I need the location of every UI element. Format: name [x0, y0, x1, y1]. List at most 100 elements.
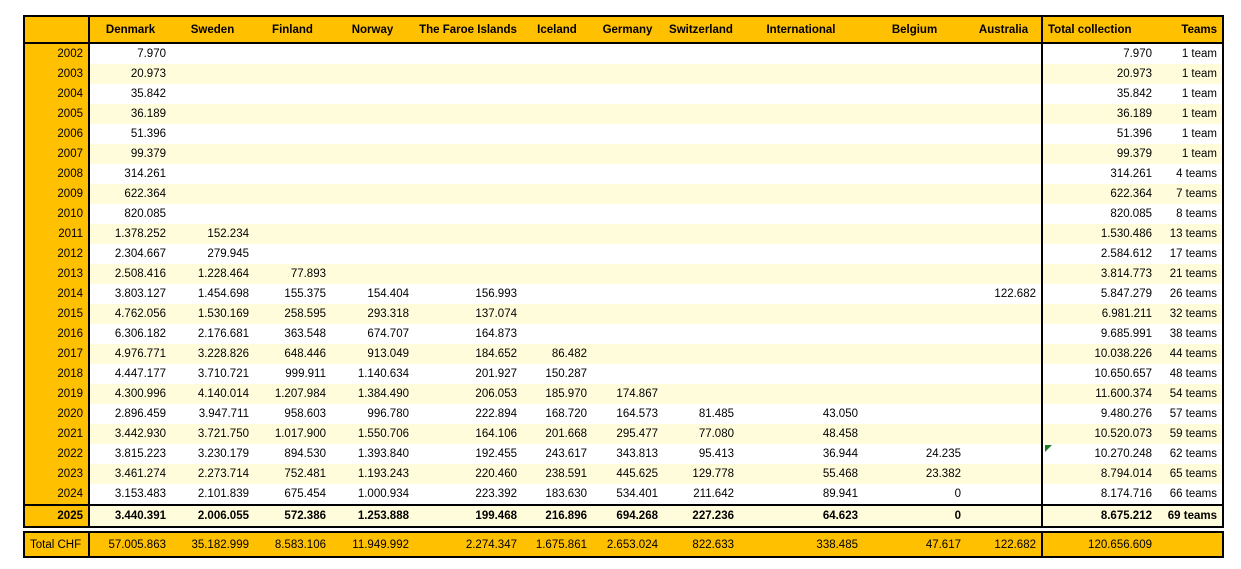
teams-cell[interactable]: 13 teams — [1157, 224, 1223, 244]
data-cell[interactable]: 2.006.055 — [171, 504, 254, 528]
teams-cell[interactable]: 69 teams — [1157, 504, 1223, 528]
data-cell[interactable] — [966, 124, 1042, 144]
data-cell[interactable]: 894.530 — [284, 448, 326, 460]
data-cell[interactable] — [663, 164, 739, 184]
data-cell[interactable]: 3.721.750 — [171, 424, 254, 444]
teams-cell[interactable]: 26 teams — [1169, 288, 1217, 300]
teams-cell[interactable]: 8 teams — [1176, 208, 1217, 220]
total-collection-cell[interactable]: 10.520.073 — [1041, 424, 1157, 444]
data-cell[interactable]: 1.550.706 — [331, 424, 414, 444]
data-cell[interactable] — [863, 64, 966, 84]
data-cell[interactable]: 77.080 — [663, 424, 739, 444]
column-header-teams[interactable]: Teams — [1157, 16, 1223, 44]
data-cell[interactable] — [331, 164, 414, 184]
data-cell[interactable]: 2.508.416 — [89, 264, 171, 284]
data-cell[interactable]: 4.300.996 — [89, 384, 171, 404]
year-cell[interactable]: 2014 — [24, 284, 90, 304]
data-cell[interactable]: 48.458 — [739, 424, 863, 444]
total-value-cell[interactable]: 57.005.863 — [89, 532, 171, 557]
data-cell[interactable] — [739, 144, 863, 164]
data-cell[interactable] — [592, 164, 663, 184]
total-collection-cell[interactable]: 1.530.486 — [1041, 224, 1157, 244]
data-cell[interactable] — [966, 164, 1042, 184]
total-collection-cell[interactable]: 820.085 — [1041, 204, 1157, 224]
data-cell[interactable] — [966, 204, 1042, 224]
total-collection-cell[interactable]: 9.480.276 — [1041, 404, 1157, 424]
data-cell[interactable]: 183.630 — [545, 488, 587, 500]
data-cell[interactable] — [739, 204, 863, 224]
total-collection-cell[interactable]: 35.842 — [1041, 84, 1157, 104]
teams-cell[interactable]: 1 team — [1157, 64, 1223, 84]
total-value-cell[interactable]: 338.485 — [739, 532, 863, 557]
column-header-finland[interactable]: Finland — [254, 16, 331, 44]
data-cell[interactable] — [863, 344, 966, 364]
data-cell[interactable] — [522, 144, 592, 164]
column-header-iceland[interactable]: Iceland — [522, 16, 592, 44]
data-cell[interactable]: 206.053 — [414, 384, 522, 404]
data-cell[interactable] — [254, 244, 331, 264]
data-cell[interactable]: 36.189 — [89, 104, 171, 124]
data-cell[interactable]: 164.873 — [475, 328, 517, 340]
column-header-germany[interactable]: Germany — [592, 16, 663, 44]
data-cell[interactable] — [414, 64, 522, 84]
data-cell[interactable]: 4.447.177 — [114, 368, 166, 380]
data-cell[interactable]: 23.382 — [863, 464, 966, 484]
data-cell[interactable] — [254, 64, 331, 84]
data-cell[interactable] — [739, 304, 863, 324]
data-cell[interactable] — [414, 224, 522, 244]
data-cell[interactable] — [863, 124, 966, 144]
data-cell[interactable]: 211.642 — [693, 488, 734, 500]
total-value-cell[interactable]: 8.583.106 — [254, 532, 331, 557]
total-value-cell[interactable]: 1.675.861 — [522, 532, 592, 557]
data-cell[interactable]: 86.482 — [522, 344, 592, 364]
data-cell[interactable]: 1.393.840 — [357, 448, 409, 460]
data-cell[interactable] — [254, 204, 331, 224]
data-cell[interactable] — [592, 344, 663, 364]
year-cell[interactable]: 2015 — [24, 304, 90, 324]
data-cell[interactable]: 752.481 — [254, 464, 331, 484]
year-cell[interactable]: 2024 — [24, 484, 90, 505]
data-cell[interactable]: 996.780 — [367, 408, 409, 420]
data-cell[interactable] — [522, 184, 592, 204]
data-cell[interactable]: 2.273.714 — [171, 464, 254, 484]
data-cell[interactable] — [966, 264, 1042, 284]
year-cell[interactable]: 2011 — [24, 224, 90, 244]
data-cell[interactable] — [522, 164, 592, 184]
data-cell[interactable]: 220.460 — [414, 464, 522, 484]
data-cell[interactable] — [966, 224, 1042, 244]
data-cell[interactable] — [592, 104, 663, 124]
data-cell[interactable]: 164.573 — [616, 408, 658, 420]
data-cell[interactable]: 35.842 — [130, 88, 166, 100]
data-cell[interactable]: 201.668 — [522, 424, 592, 444]
year-cell[interactable]: 2021 — [24, 424, 90, 444]
data-cell[interactable] — [739, 344, 863, 364]
data-cell[interactable] — [592, 43, 663, 64]
teams-cell[interactable]: 1 team — [1157, 144, 1223, 164]
data-cell[interactable] — [663, 364, 739, 384]
data-cell[interactable] — [863, 84, 966, 104]
year-cell[interactable]: 2025 — [24, 504, 90, 528]
column-header-norway[interactable]: Norway — [331, 16, 414, 44]
data-cell[interactable]: 1.228.464 — [171, 264, 254, 284]
teams-cell[interactable]: 44 teams — [1157, 344, 1223, 364]
data-cell[interactable]: 622.364 — [89, 184, 171, 204]
year-cell[interactable]: 2013 — [24, 264, 90, 284]
data-cell[interactable] — [663, 124, 739, 144]
data-cell[interactable] — [414, 84, 522, 104]
data-cell[interactable] — [739, 244, 863, 264]
data-cell[interactable] — [863, 43, 966, 64]
data-cell[interactable]: 534.401 — [616, 488, 658, 500]
teams-cell[interactable]: 1 team — [1157, 104, 1223, 124]
teams-cell[interactable]: 54 teams — [1157, 384, 1223, 404]
data-cell[interactable]: 3.230.179 — [197, 448, 249, 460]
data-cell[interactable]: 3.815.223 — [114, 448, 166, 460]
corner-cell[interactable] — [24, 16, 90, 44]
data-cell[interactable] — [663, 84, 739, 104]
data-cell[interactable] — [254, 164, 331, 184]
data-cell[interactable] — [522, 244, 592, 264]
data-cell[interactable]: 1.454.698 — [197, 288, 249, 300]
data-cell[interactable]: 1.384.490 — [331, 384, 414, 404]
data-cell[interactable] — [331, 144, 414, 164]
data-cell[interactable] — [863, 104, 966, 124]
column-header-the-faroe-islands[interactable]: The Faroe Islands — [414, 16, 522, 44]
